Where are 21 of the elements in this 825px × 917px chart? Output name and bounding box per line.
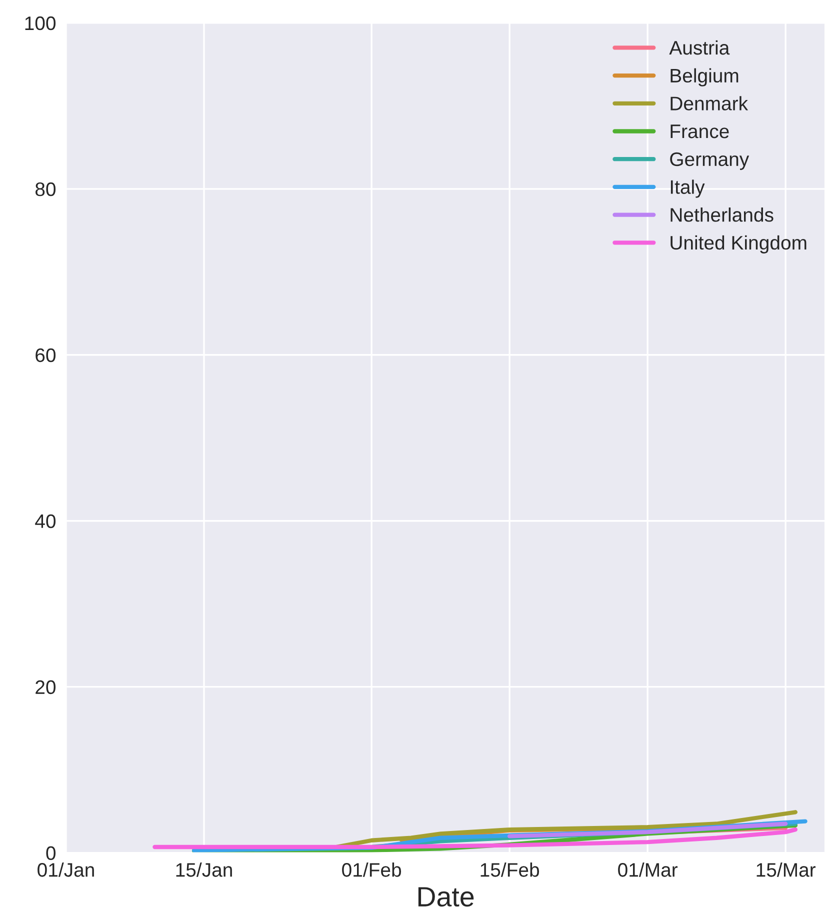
x-tick-label: 15/Feb xyxy=(480,862,540,877)
x-tick-label: 01/Jan xyxy=(38,862,94,877)
legend-label: United Kingdom xyxy=(670,235,806,254)
x-tick-label: 01/Mar xyxy=(618,862,678,877)
legend-label: Denmark xyxy=(670,96,748,110)
legend-label: Belgium xyxy=(670,68,738,86)
legend-label: Italy xyxy=(670,180,705,198)
x-tick-label: 15/Mar xyxy=(756,862,816,877)
y-tick-label: 40 xyxy=(35,514,56,528)
legend-label: Austria xyxy=(669,40,730,55)
y-tick-label: 20 xyxy=(36,680,56,694)
legend-label: Netherlands xyxy=(670,208,774,222)
y-tick-label: 60 xyxy=(36,348,56,362)
legend-label: Germany xyxy=(670,152,750,170)
legend-label: France xyxy=(670,124,729,138)
x-tick-label: 01/Feb xyxy=(342,862,402,877)
y-tick-label: 80 xyxy=(35,182,56,196)
x-axis-title: Date xyxy=(418,887,474,907)
y-tick-label: 100 xyxy=(25,16,56,30)
y-tick-label: 0 xyxy=(46,846,56,860)
x-tick-label: 15/Jan xyxy=(176,862,232,877)
